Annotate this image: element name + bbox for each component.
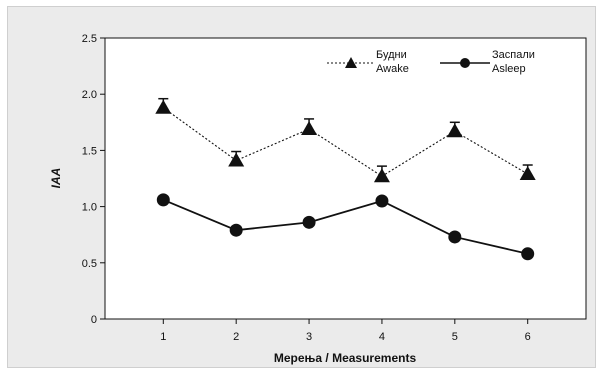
y-tick-label: 0.5 xyxy=(82,258,97,270)
legend-asleep-marker xyxy=(460,58,470,68)
legend-asleep-label-1: Заспали xyxy=(492,49,535,61)
series-asleep-point xyxy=(302,215,316,229)
x-tick-label: 3 xyxy=(306,331,312,343)
y-tick-label: 1.5 xyxy=(82,145,97,157)
series-asleep-point xyxy=(156,193,170,207)
series-asleep-point xyxy=(448,230,462,244)
series-awake-point xyxy=(301,121,318,136)
y-tick-label: 2.0 xyxy=(82,89,97,101)
y-tick-label: 1.0 xyxy=(82,202,97,214)
series-awake-point xyxy=(228,152,245,167)
legend: Будни Awake Заспали Asleep xyxy=(327,49,535,75)
y-tick-label: 2.5 xyxy=(82,33,97,45)
x-tick-label: 4 xyxy=(379,331,385,343)
y-tick-label: 0 xyxy=(91,314,97,326)
series-awake-point xyxy=(519,166,536,181)
series-asleep-point xyxy=(375,194,389,208)
series-awake-point xyxy=(446,123,463,138)
legend-asleep-label-2: Asleep xyxy=(492,63,526,75)
series-asleep-point xyxy=(229,223,243,237)
y-axis: 0 0.5 1.0 1.5 2.0 2.5 xyxy=(82,33,105,326)
legend-awake-label-1: Будни xyxy=(376,49,407,61)
x-axis-title: Мерења / Measurements xyxy=(274,351,417,365)
x-axis: 1 2 3 4 5 6 xyxy=(160,319,531,343)
legend-awake-marker xyxy=(345,57,357,68)
y-axis-title: IAA xyxy=(49,168,63,189)
series-awake-line xyxy=(162,107,528,177)
series-asleep-line xyxy=(162,199,528,255)
legend-awake-label-2: Awake xyxy=(376,63,409,75)
plot-area xyxy=(104,37,587,320)
series-awake-point xyxy=(155,99,172,114)
series-awake-point xyxy=(373,168,390,183)
x-tick-label: 2 xyxy=(233,331,239,343)
x-tick-label: 6 xyxy=(525,331,531,343)
series-layer xyxy=(155,97,536,261)
series-asleep-point xyxy=(521,247,535,261)
x-tick-label: 5 xyxy=(452,331,458,343)
x-tick-label: 1 xyxy=(160,331,166,343)
